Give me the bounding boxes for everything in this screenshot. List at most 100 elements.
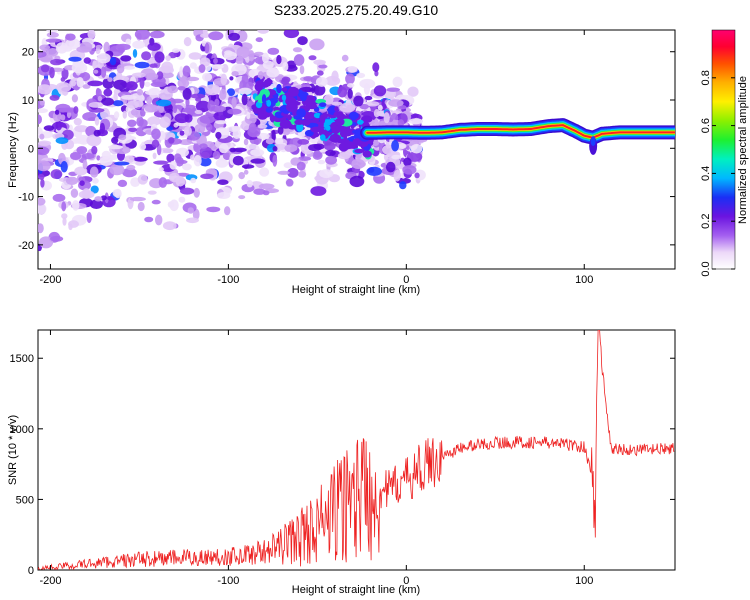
heatmap-cell xyxy=(86,134,102,147)
heatmap-cell xyxy=(273,116,284,123)
heatmap-cell xyxy=(299,92,307,102)
heatmap-cell xyxy=(184,114,193,123)
heatmap-cell xyxy=(195,100,211,113)
heatmap-cell xyxy=(103,41,110,54)
heatmap-cell xyxy=(248,50,255,62)
heatmap-cell xyxy=(377,104,383,111)
heatmap-cell xyxy=(348,111,359,120)
heatmap-cell xyxy=(241,93,248,106)
heatmap-cell xyxy=(74,125,89,133)
heatmap-cell xyxy=(319,169,334,179)
heatmap-cell xyxy=(130,177,141,188)
heatmap-cell xyxy=(313,59,326,65)
heatmap-cell xyxy=(152,152,157,159)
heatmap-cell xyxy=(182,87,192,100)
heatmap-cell xyxy=(96,155,101,161)
heatmap-cell xyxy=(155,99,172,107)
heatmap-cell xyxy=(349,175,365,188)
heatmap-cell xyxy=(227,108,242,115)
heatmap-cell xyxy=(150,81,167,88)
heatmap-cell xyxy=(215,158,229,168)
heatmap-cell xyxy=(210,105,226,113)
heatmap-cell xyxy=(172,104,178,114)
heatmap-cell xyxy=(262,60,274,70)
heatmap-cell xyxy=(285,178,294,187)
heatmap-cell xyxy=(325,125,331,131)
heatmap-cell xyxy=(132,40,146,49)
heatmap-cell xyxy=(253,51,264,57)
heatmap-cell xyxy=(55,82,72,93)
heatmap-x-label: Height of straight line (km) xyxy=(292,284,420,296)
heatmap-cell xyxy=(40,64,50,73)
heatmap-cell xyxy=(213,111,228,121)
heatmap-cell xyxy=(122,167,137,178)
heatmap-cell xyxy=(95,88,102,98)
heatmap-cell xyxy=(284,144,298,153)
colorbar-tick-label: 0.4 xyxy=(700,166,712,181)
y-tick-label: -20 xyxy=(18,240,34,252)
heatmap-cell xyxy=(151,128,161,140)
heatmap-cell xyxy=(303,105,311,111)
heatmap-cell xyxy=(402,165,417,175)
heatmap-cell xyxy=(335,125,344,131)
heatmap-cell xyxy=(146,96,153,105)
heatmap-cell xyxy=(276,83,282,94)
heatmap-cell xyxy=(345,73,355,85)
heatmap-cell xyxy=(156,71,164,80)
heatmap-cell xyxy=(298,171,307,178)
heatmap-cell xyxy=(352,138,362,146)
heatmap-cell xyxy=(212,151,221,160)
heatmap-cell xyxy=(182,163,192,171)
heatmap-cell xyxy=(243,138,249,146)
heatmap-cell xyxy=(351,158,365,169)
heatmap-cell xyxy=(293,54,305,66)
heatmap-cell xyxy=(93,69,99,74)
heatmap-cell xyxy=(114,161,130,166)
heatmap-cell xyxy=(283,30,300,39)
heatmap-cell xyxy=(219,88,227,100)
heatmap-cell xyxy=(137,201,145,212)
heatmap-cell xyxy=(238,195,246,200)
heatmap-cell xyxy=(132,49,138,58)
heatmap-cell xyxy=(158,167,164,172)
heatmap-cell xyxy=(109,164,125,176)
heatmap-cell xyxy=(182,65,191,77)
heatmap-cell xyxy=(144,81,151,88)
heatmap-cell xyxy=(38,197,46,206)
heatmap-cell xyxy=(125,81,138,91)
heatmap-cell xyxy=(91,145,98,155)
heatmap-cell xyxy=(103,88,113,97)
heatmap-cell xyxy=(304,129,314,137)
heatmap-cell xyxy=(147,190,157,195)
heatmap-cell xyxy=(124,155,135,163)
heatmap-cell xyxy=(177,86,186,91)
heatmap-cell xyxy=(73,118,82,126)
heatmap-cell xyxy=(238,87,252,96)
heatmap-cell xyxy=(293,115,300,120)
heatmap-cell xyxy=(193,155,202,167)
heatmap-cell xyxy=(299,65,305,75)
heatmap-cell xyxy=(90,185,99,194)
heatmap-cell xyxy=(208,31,224,41)
heatmap-cell xyxy=(341,54,349,62)
heatmap-cell xyxy=(364,95,373,101)
heatmap-cell xyxy=(232,155,244,166)
y-tick-label: 10 xyxy=(22,95,34,107)
heatmap-cell xyxy=(314,175,321,181)
heatmap-cell xyxy=(334,106,339,112)
heatmap-cell xyxy=(46,32,59,38)
heatmap-cell xyxy=(310,186,327,196)
heatmap-cell xyxy=(325,155,337,165)
heatmap-cell xyxy=(82,188,91,199)
heatmap-cell xyxy=(81,153,95,160)
heatmap-cell xyxy=(296,161,306,171)
heatmap-cell xyxy=(204,84,221,96)
heatmap-cell xyxy=(199,143,208,149)
heatmap-cell xyxy=(155,214,163,226)
heatmap-cell xyxy=(109,57,117,66)
heatmap-cell xyxy=(250,149,265,157)
heatmap-cell xyxy=(99,156,113,166)
x-tick-label: 100 xyxy=(575,274,593,286)
heatmap-cell xyxy=(38,140,52,146)
heatmap-cell xyxy=(190,177,197,184)
